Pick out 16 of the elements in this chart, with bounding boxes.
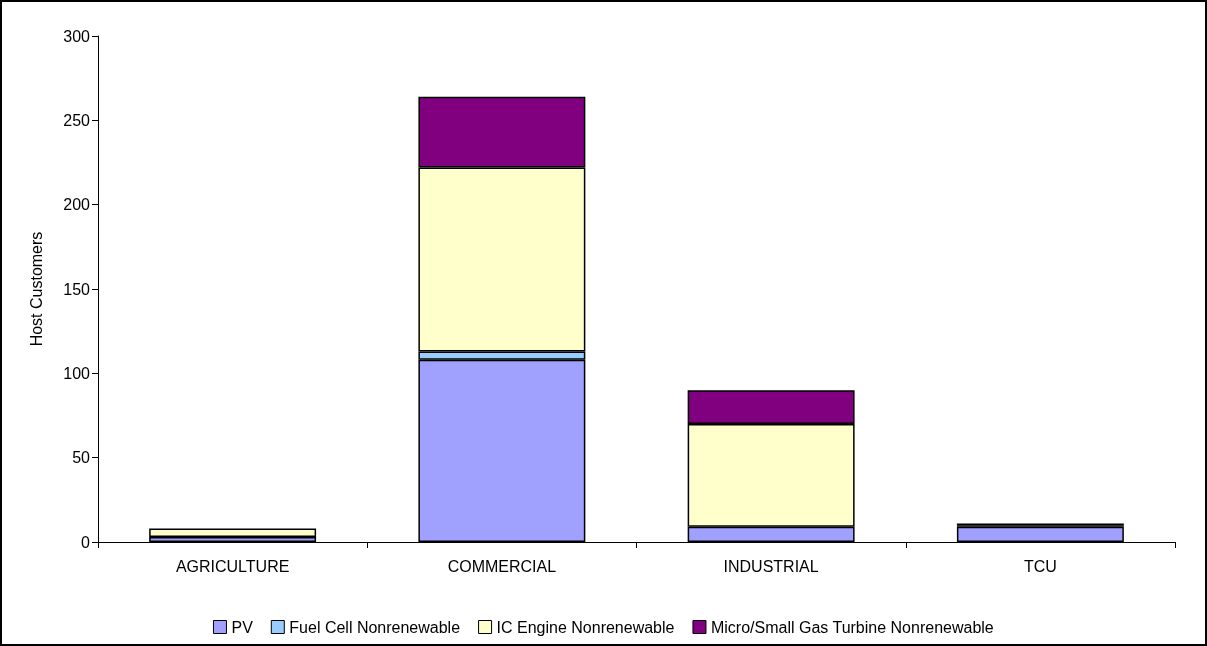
x-tick-label: AGRICULTURE xyxy=(175,557,290,575)
y-tick-label: 150 xyxy=(63,280,91,298)
y-axis-title: Host Customers xyxy=(27,231,45,347)
y-tick-label: 200 xyxy=(63,196,91,214)
y-tick-label: 300 xyxy=(63,27,91,45)
x-tick-label: TCU xyxy=(1023,557,1057,575)
x-tick-label: COMMERCIAL xyxy=(447,557,557,575)
y-tick-label: 100 xyxy=(63,364,91,382)
y-tick-label: 50 xyxy=(72,449,91,467)
y-tick-label: 0 xyxy=(81,533,91,551)
x-tick-label: INDUSTRIAL xyxy=(723,557,819,575)
y-tick-label: 250 xyxy=(63,111,91,129)
legend-label: PV xyxy=(231,618,254,636)
legend-label: IC Engine Nonrenewable xyxy=(496,618,675,636)
legend-label: Micro/Small Gas Turbine Nonrenewable xyxy=(710,618,994,636)
legend-label: Fuel Cell Nonrenewable xyxy=(289,618,461,636)
